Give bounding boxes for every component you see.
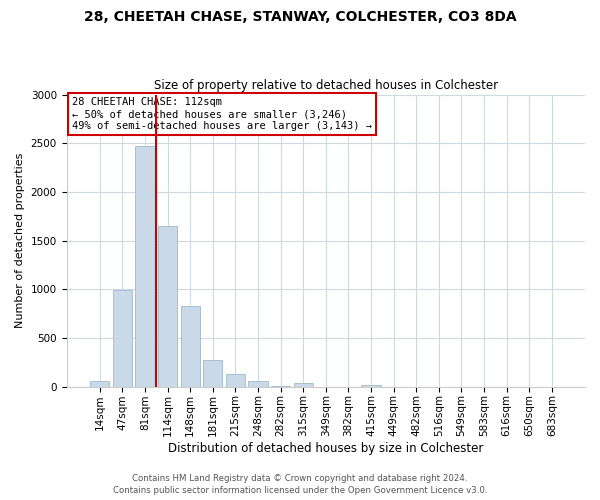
Text: 28 CHEETAH CHASE: 112sqm
← 50% of detached houses are smaller (3,246)
49% of sem: 28 CHEETAH CHASE: 112sqm ← 50% of detach… xyxy=(72,98,372,130)
Bar xyxy=(248,382,268,386)
Bar xyxy=(158,226,177,386)
Bar xyxy=(293,384,313,386)
Bar xyxy=(136,146,155,386)
Bar xyxy=(113,290,132,386)
Text: 28, CHEETAH CHASE, STANWAY, COLCHESTER, CO3 8DA: 28, CHEETAH CHASE, STANWAY, COLCHESTER, … xyxy=(83,10,517,24)
Text: Contains HM Land Registry data © Crown copyright and database right 2024.
Contai: Contains HM Land Registry data © Crown c… xyxy=(113,474,487,495)
Bar xyxy=(203,360,223,386)
Bar xyxy=(90,382,109,386)
Bar xyxy=(181,306,200,386)
Bar xyxy=(361,384,380,386)
Y-axis label: Number of detached properties: Number of detached properties xyxy=(15,153,25,328)
Bar xyxy=(226,374,245,386)
Title: Size of property relative to detached houses in Colchester: Size of property relative to detached ho… xyxy=(154,79,498,92)
X-axis label: Distribution of detached houses by size in Colchester: Distribution of detached houses by size … xyxy=(168,442,484,455)
